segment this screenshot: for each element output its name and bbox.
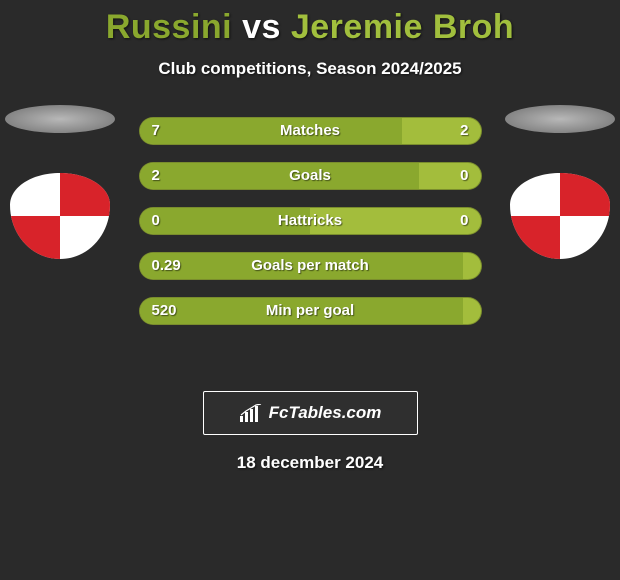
metric-label: Goals: [140, 162, 481, 190]
date-line: 18 december 2024: [0, 453, 620, 473]
metric-label: Goals per match: [140, 252, 481, 280]
metric-bar-goals: 2 Goals 0: [139, 162, 482, 190]
player1-club-shield: [10, 173, 110, 259]
player1-avatar-column: [0, 105, 120, 259]
player2-photo-placeholder: [505, 105, 615, 133]
metric-bar-min-per-goal: 520 Min per goal: [139, 297, 482, 325]
shield-icon: [10, 173, 110, 259]
metric-right-value: 2: [460, 117, 468, 145]
metric-label: Min per goal: [140, 297, 481, 325]
metric-label: Matches: [140, 117, 481, 145]
player2-club-shield: [510, 173, 610, 259]
bar-chart-icon: [239, 404, 263, 422]
player1-name: Russini: [106, 8, 232, 46]
player2-name: Jeremie Broh: [291, 8, 514, 46]
metric-bar-hattricks: 0 Hattricks 0: [139, 207, 482, 235]
player1-photo-placeholder: [5, 105, 115, 133]
metric-bars: 7 Matches 2 2 Goals 0 0 Hattricks 0 0.29…: [139, 117, 482, 325]
metric-bar-matches: 7 Matches 2: [139, 117, 482, 145]
page-title: Russini vs Jeremie Broh: [0, 0, 620, 47]
branding-text: FcTables.com: [269, 403, 382, 423]
subtitle: Club competitions, Season 2024/2025: [0, 59, 620, 79]
comparison-layout: 7 Matches 2 2 Goals 0 0 Hattricks 0 0.29…: [0, 117, 620, 377]
metric-label: Hattricks: [140, 207, 481, 235]
branding-badge[interactable]: FcTables.com: [203, 391, 418, 435]
metric-right-value: 0: [460, 162, 468, 190]
shield-icon: [510, 173, 610, 259]
player2-avatar-column: [500, 105, 620, 259]
title-vs: vs: [242, 8, 281, 46]
metric-bar-goals-per-match: 0.29 Goals per match: [139, 252, 482, 280]
metric-right-value: 0: [460, 207, 468, 235]
